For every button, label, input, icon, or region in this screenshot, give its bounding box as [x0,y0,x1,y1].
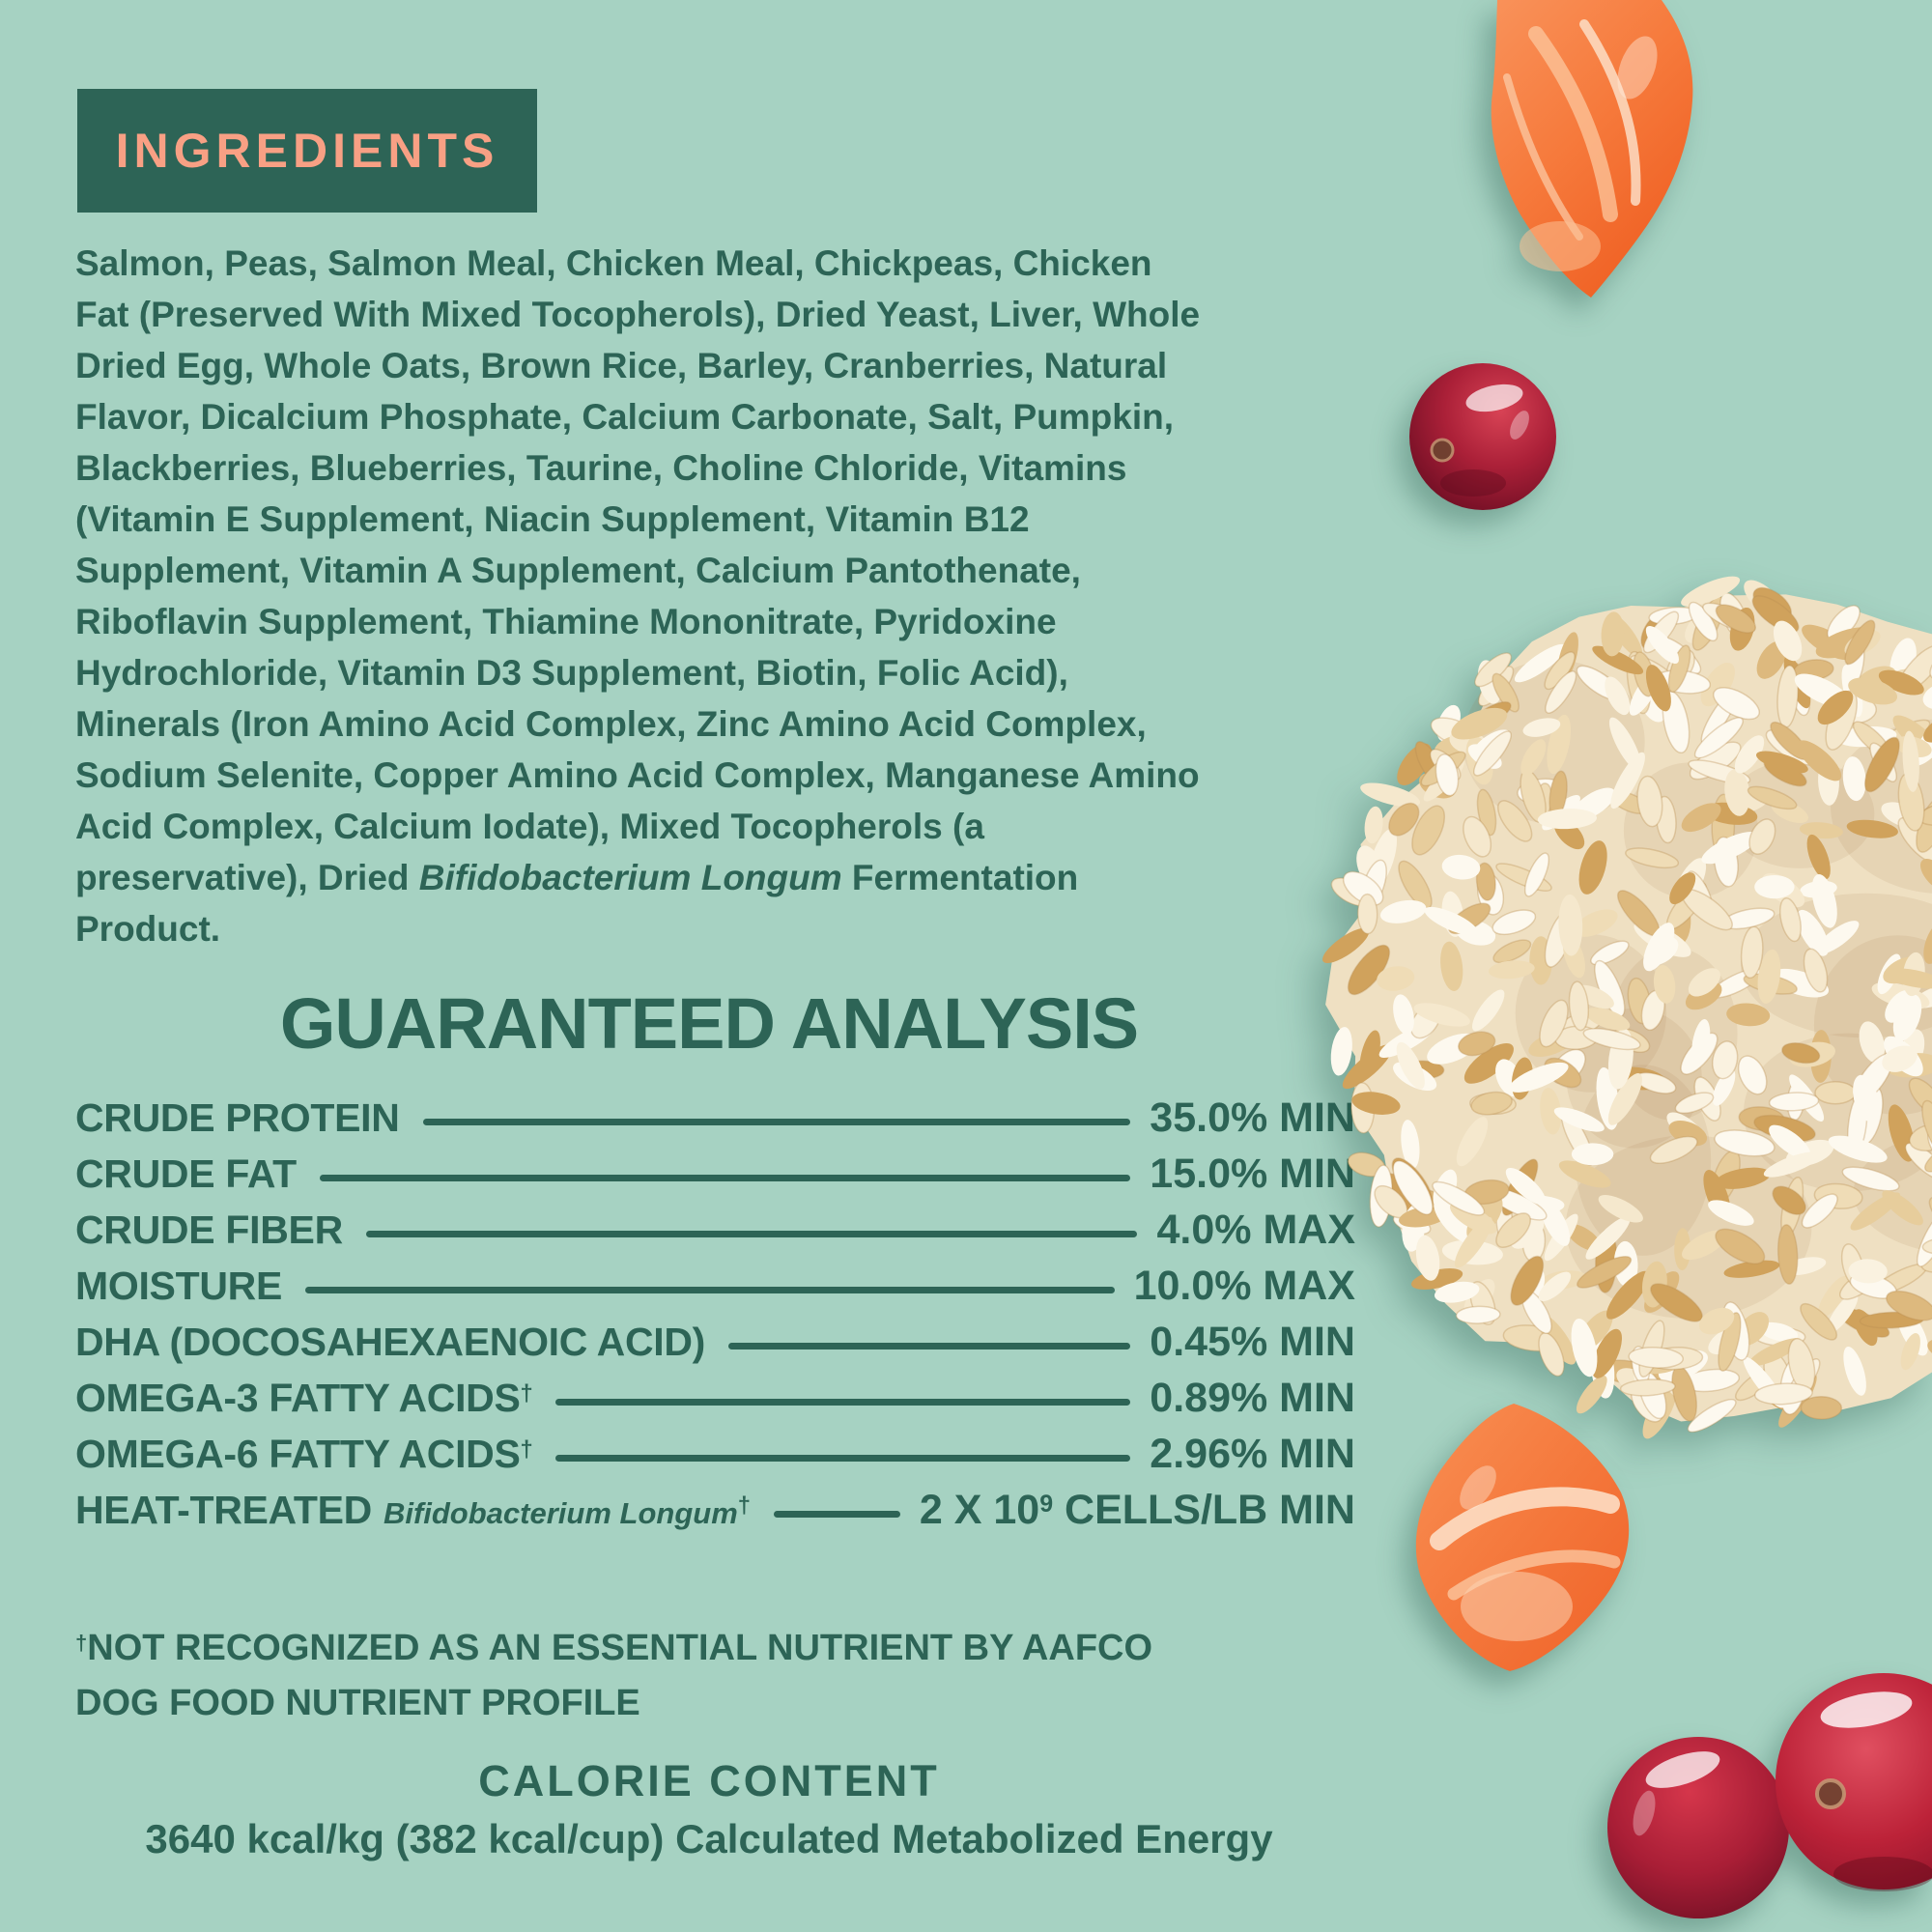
row-label: CRUDE PROTEIN [75,1094,400,1140]
exponent-superscript: 9 [1039,1491,1054,1519]
analysis-row-crude-protein: CRUDE PROTEIN 35.0% MIN [75,1090,1355,1146]
leader-line [555,1454,1131,1462]
ingredients-title: INGREDIENTS [115,124,499,178]
row-value: 4.0% MAX [1156,1206,1355,1253]
leader-line [305,1286,1115,1293]
ingredients-header-badge: INGREDIENTS [77,89,537,213]
analysis-row-moisture: MOISTURE 10.0% MAX [75,1258,1355,1314]
analysis-row-crude-fat: CRUDE FAT 15.0% MIN [75,1146,1355,1202]
footnote-line-1: NOT RECOGNIZED AS AN ESSENTIAL NUTRIENT … [87,1628,1153,1668]
row-value: 2 X 10 [919,1486,1040,1533]
row-value: 0.89% MIN [1150,1374,1355,1421]
leader-line [773,1510,900,1518]
salmon-piece-image [1491,0,1693,298]
ingredients-text-latin-name: Bifidobacterium Longum [418,858,842,897]
leader-line [319,1174,1131,1181]
analysis-row-omega-6: OMEGA-6 FATTY ACIDS† 2.96% MIN [75,1426,1355,1482]
calorie-content-title: CALORIE CONTENT [478,1756,940,1805]
analysis-row-heat-treated: HEAT-TREATED Bifidobacterium Longum† 2 X … [75,1482,1355,1538]
ingredients-text-main: Salmon, Peas, Salmon Meal, Chicken Meal,… [75,243,1201,897]
row-value: 10.0% MAX [1133,1262,1355,1309]
footnote-line-2: DOG FOOD NUTRIENT PROFILE [75,1683,640,1723]
row-label-italic: Bifidobacterium Longum [383,1495,738,1530]
ingredients-list: Salmon, Peas, Salmon Meal, Chicken Meal,… [75,238,1215,954]
salmon-chunk-image [1415,1404,1630,1671]
cranberries-image [1607,1673,1932,1918]
leader-line [555,1398,1131,1406]
analysis-row-crude-fiber: CRUDE FIBER 4.0% MAX [75,1202,1355,1258]
rice-pile-image [1322,576,1932,1439]
row-value-unit: CELLS/LB MIN [1053,1486,1355,1533]
guaranteed-analysis-title: GUARANTEED ANALYSIS [279,983,1139,1064]
row-label: HEAT-TREATED [75,1487,372,1532]
row-label: OMEGA-3 FATTY ACIDS [75,1375,521,1420]
cranberry-image [1409,363,1556,510]
row-label: CRUDE FIBER [75,1207,343,1252]
row-label: MOISTURE [75,1263,282,1308]
row-label: DHA (DOCOSAHEXAENOIC ACID) [75,1319,706,1364]
ingredients-text-end: Fermentation Product. [75,858,1079,949]
calorie-content-text: 3640 kcal/kg (382 kcal/cup) Calculated M… [145,1816,1273,1861]
aafco-footnote: †NOT RECOGNIZED AS AN ESSENTIAL NUTRIENT… [75,1621,1152,1731]
row-label: CRUDE FAT [75,1151,297,1196]
leader-line [422,1118,1131,1125]
dagger-superscript: † [737,1492,751,1519]
row-value: 15.0% MIN [1150,1150,1355,1197]
dagger-superscript: † [520,1379,533,1406]
leader-line [365,1230,1138,1237]
analysis-row-omega-3: OMEGA-3 FATTY ACIDS† 0.89% MIN [75,1370,1355,1426]
guaranteed-analysis-table: CRUDE PROTEIN 35.0% MIN CRUDE FAT 15.0% … [75,1090,1355,1538]
dagger-superscript: † [520,1435,533,1463]
dagger-superscript: † [75,1631,88,1656]
row-value: 2.96% MIN [1150,1430,1355,1477]
leader-line [728,1342,1131,1350]
row-label: OMEGA-6 FATTY ACIDS [75,1431,521,1476]
row-value: 35.0% MIN [1150,1094,1355,1141]
analysis-row-dha: DHA (DOCOSAHEXAENOIC ACID) 0.45% MIN [75,1314,1355,1370]
row-value: 0.45% MIN [1150,1318,1355,1365]
